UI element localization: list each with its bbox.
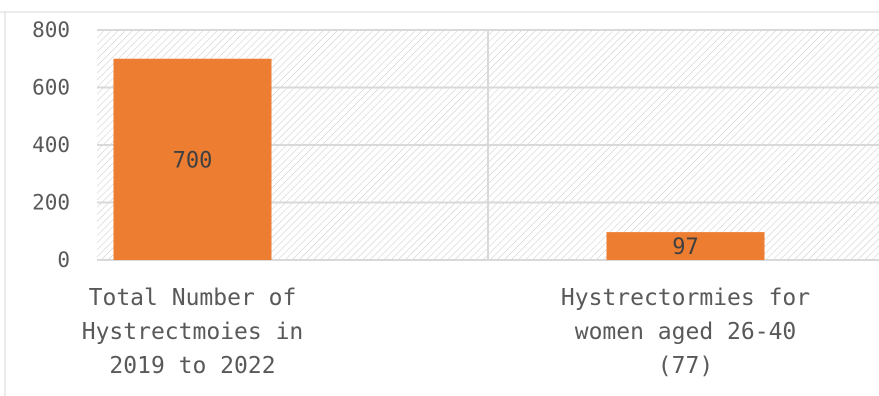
x-category-label: 2019 to 2022 [109, 353, 275, 379]
x-category-label: women aged 26-40 [575, 319, 797, 345]
y-tick-label: 400 [32, 133, 70, 157]
y-tick-label: 800 [32, 18, 70, 42]
y-tick-label: 200 [32, 191, 70, 215]
bar [606, 232, 765, 260]
x-category-label: (77) [658, 353, 713, 379]
x-category-label: Total Number of [89, 285, 297, 311]
x-category-label: Hystrectmoies in [82, 319, 304, 345]
data-label: 97 [672, 235, 699, 260]
y-tick-label: 600 [32, 76, 70, 100]
y-tick-label: 0 [57, 248, 70, 272]
bar [113, 58, 272, 260]
x-category-label: Hystrectormies for [561, 285, 810, 311]
data-label: 700 [173, 148, 213, 173]
